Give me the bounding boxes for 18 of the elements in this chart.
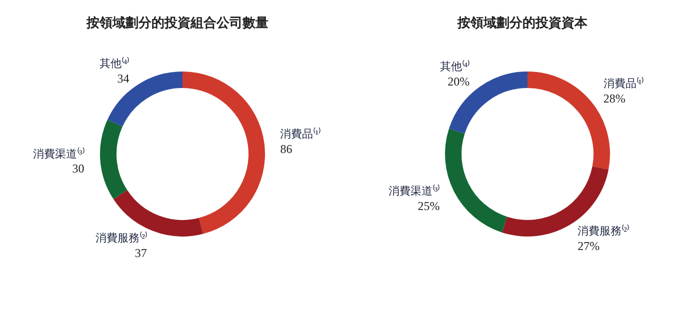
slice-label: 消費品⁽¹⁾ [280, 128, 321, 141]
data-label: 86 [280, 142, 292, 156]
slice-label: 消費渠道⁽³⁾ [388, 184, 440, 198]
slice-label: 消費服務⁽²⁾ [96, 232, 147, 245]
data-label: 27% [578, 238, 600, 253]
chart-title: 按領域劃分的投資組合公司數量 [85, 15, 270, 33]
data-label: 37 [134, 246, 147, 260]
chart-title: 按領域劃分的投資資本 [456, 15, 588, 33]
slice-label: 消費品⁽¹⁾ [603, 77, 644, 90]
data-label: 25% [418, 198, 440, 213]
data-label: 20% [448, 74, 470, 88]
slice-label: 其他⁽⁴⁾ [99, 57, 130, 70]
slice-label: 其他⁽⁴⁾ [440, 60, 470, 74]
data-label: 30 [72, 162, 84, 176]
data-label: 28% [603, 91, 626, 106]
slice-label: 消費服務⁽²⁾ [578, 224, 629, 238]
data-label: 34 [117, 71, 130, 86]
slice-label: 消費渠道⁽³⁾ [32, 147, 84, 160]
